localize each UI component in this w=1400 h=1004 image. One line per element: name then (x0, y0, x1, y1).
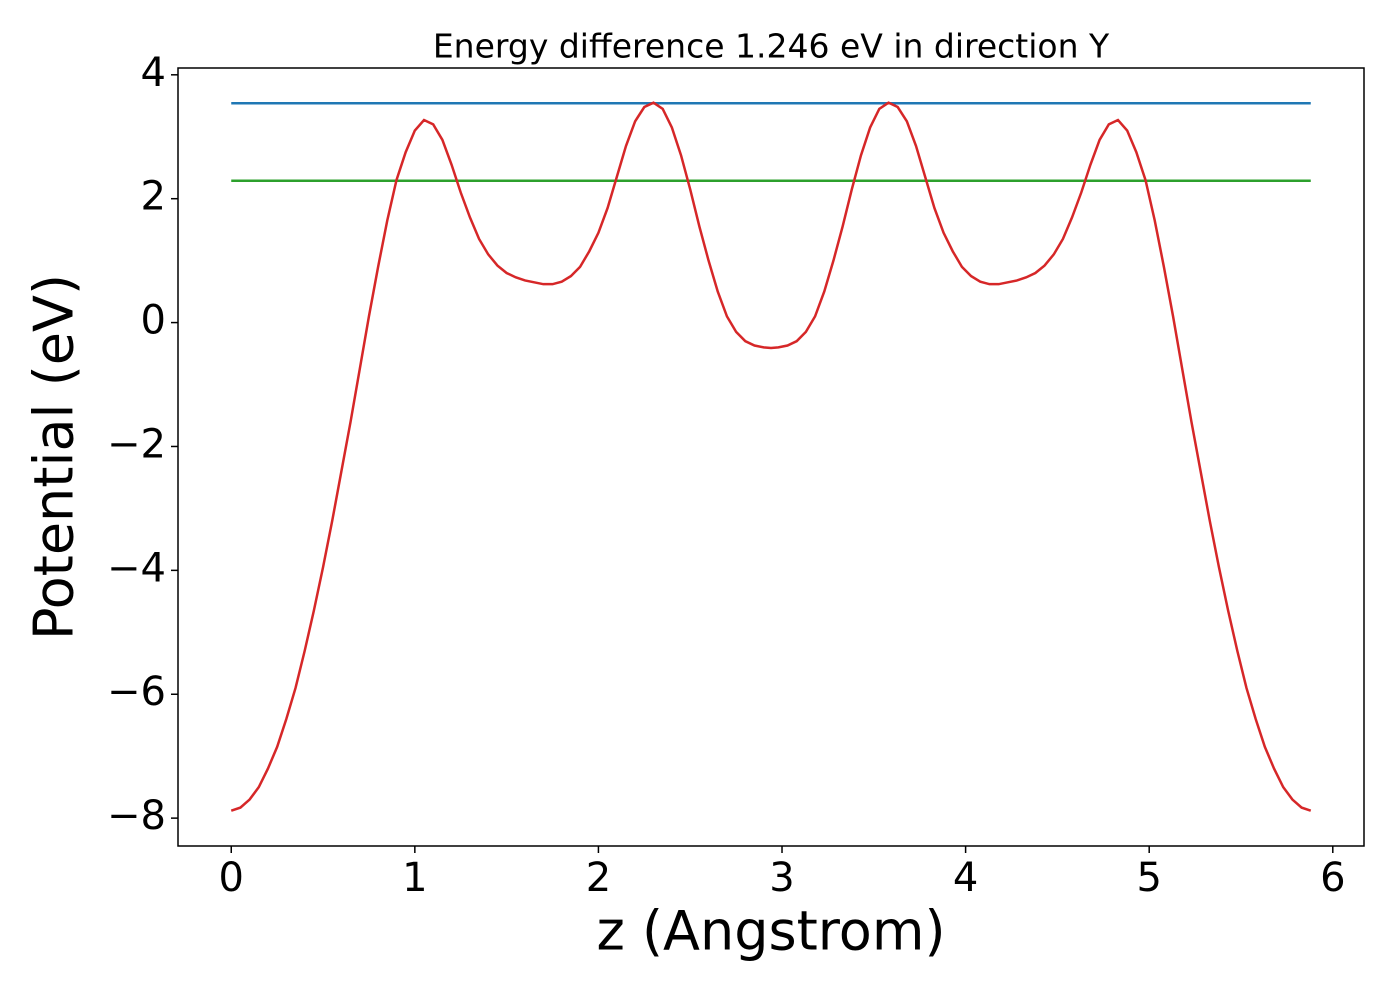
x-tick-label: 2 (586, 855, 611, 901)
x-tick-label: 1 (402, 855, 427, 901)
x-tick-label: 0 (219, 855, 244, 901)
x-tick-label: 6 (1320, 855, 1345, 901)
y-tick-label: −2 (107, 421, 166, 467)
y-tick-label: 0 (141, 298, 166, 344)
y-tick-label: 4 (141, 50, 166, 96)
y-tick-label: −8 (107, 793, 166, 839)
y-tick-label: 2 (141, 174, 166, 220)
chart-title: Energy difference 1.246 eV in direction … (433, 27, 1110, 66)
y-tick-label: −6 (107, 669, 166, 715)
y-tick-label: −4 (107, 545, 166, 591)
x-axis-label: z (Angstrom) (596, 900, 945, 963)
plot-frame (177, 67, 1365, 847)
x-tick-label: 4 (953, 855, 978, 901)
y-axis-label: Potential (eV) (23, 274, 86, 640)
x-tick-label: 5 (1136, 855, 1161, 901)
line-series (230, 101, 1312, 812)
x-tick-label: 3 (769, 855, 794, 901)
